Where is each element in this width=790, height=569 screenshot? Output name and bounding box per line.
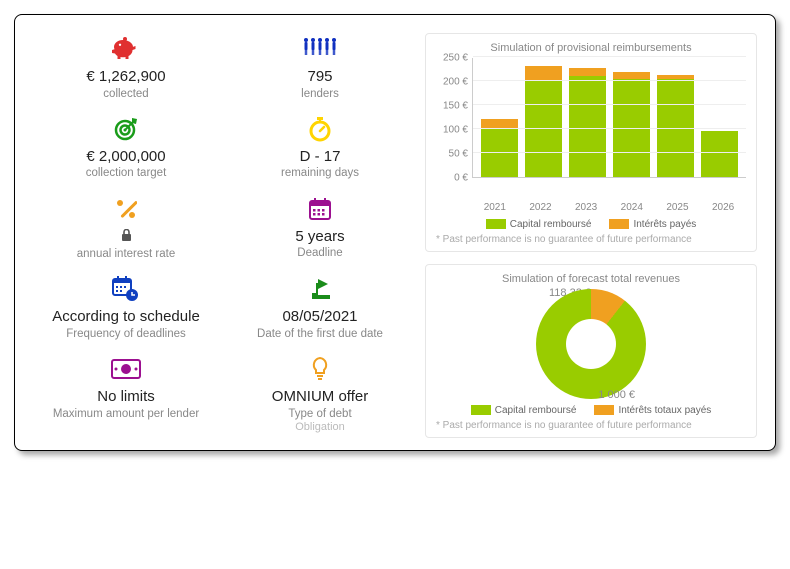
charts-column: Simulation of provisional reimbursements… <box>425 33 757 438</box>
donut-capital-label: 1 000 € <box>598 389 635 401</box>
bar-chart-title: Simulation of provisional reimbursements <box>436 42 746 54</box>
people-icon <box>303 35 337 63</box>
stopwatch-icon <box>308 115 332 143</box>
legend-item-capital: Capital remboursé <box>471 405 577 416</box>
flag-icon <box>308 275 332 303</box>
donut-wrap: 118,32 € 1 000 € <box>436 289 746 399</box>
stat-value: 5 years <box>295 229 344 246</box>
bars-container <box>473 58 746 177</box>
stat-value: € 2,000,000 <box>86 149 165 166</box>
donut-chart <box>536 289 646 399</box>
stat-value: No limits <box>97 389 155 406</box>
swatch-green <box>486 219 506 229</box>
legend-label: Capital remboursé <box>510 219 592 230</box>
bar-footnote: * Past performance is no guarantee of fu… <box>436 234 746 245</box>
legend-label: Capital remboursé <box>495 405 577 416</box>
stat-label: Deadline <box>297 247 342 259</box>
x-axis-labels: 202120222023202420252026 <box>472 202 746 213</box>
stat-label: Type of debt <box>288 408 351 420</box>
lightbulb-icon <box>311 355 329 383</box>
stat-label: remaining days <box>281 167 359 179</box>
stat-frequency: According to schedule Frequency of deadl… <box>33 273 219 345</box>
piggybank-icon <box>111 35 141 63</box>
calendar-icon <box>308 195 332 223</box>
swatch-orange <box>609 219 629 229</box>
swatch-green <box>471 405 491 415</box>
bar-chart-card: Simulation of provisional reimbursements… <box>425 33 757 252</box>
stat-label: Frequency of deadlines <box>66 328 186 340</box>
stat-value: According to schedule <box>52 309 200 326</box>
donut-chart-title: Simulation of forecast total revenues <box>436 273 746 285</box>
stat-value: D - 17 <box>300 149 341 166</box>
stat-label: lenders <box>301 88 339 100</box>
stats-grid: € 1,262,900 collected 795 lenders <box>33 33 413 438</box>
stat-value: € 1,262,900 <box>86 69 165 86</box>
stat-rate: annual interest rate <box>33 193 219 266</box>
stat-label: collected <box>103 88 148 100</box>
stat-label: Maximum amount per lender <box>53 408 199 420</box>
dashboard-frame: € 1,262,900 collected 795 lenders <box>14 14 776 451</box>
legend-label: Intérêts totaux payés <box>618 405 711 416</box>
stat-value: OMNIUM offer <box>272 389 368 406</box>
plot-area <box>472 58 746 178</box>
bar-legend: Capital remboursé Intérêts payés <box>436 219 746 230</box>
stat-value: 08/05/2021 <box>282 309 357 326</box>
bar-chart: 0 €50 €100 €150 €200 €250 € <box>436 58 746 198</box>
legend-label: Intérêts payés <box>633 219 696 230</box>
money-icon <box>111 355 141 383</box>
donut-chart-card: Simulation of forecast total revenues 11… <box>425 264 757 438</box>
swatch-orange <box>594 405 614 415</box>
stat-sublabel: Obligation <box>295 421 345 433</box>
target-icon <box>113 115 139 143</box>
stat-deadline: 5 years Deadline <box>227 193 413 266</box>
stat-value: 795 <box>307 69 332 86</box>
stat-lenders: 795 lenders <box>227 33 413 105</box>
stat-target: € 2,000,000 collection target <box>33 113 219 185</box>
stat-offer: OMNIUM offer Type of debt Obligation <box>227 353 413 438</box>
y-axis: 0 €50 €100 €150 €200 €250 € <box>436 58 472 178</box>
stat-collected: € 1,262,900 collected <box>33 33 219 105</box>
stat-maxamount: No limits Maximum amount per lender <box>33 353 219 438</box>
calendar-clock-icon <box>112 275 140 303</box>
lock-icon <box>121 229 132 247</box>
donut-legend: Capital remboursé Intérêts totaux payés <box>436 405 746 416</box>
stat-label: annual interest rate <box>77 248 175 260</box>
legend-item-interest: Intérêts totaux payés <box>594 405 711 416</box>
stat-label: Date of the first due date <box>257 328 383 340</box>
percent-icon <box>115 195 137 223</box>
stat-firstdue: 08/05/2021 Date of the first due date <box>227 273 413 345</box>
stat-remaining: D - 17 remaining days <box>227 113 413 185</box>
stat-label: collection target <box>86 167 167 179</box>
legend-item-interest: Intérêts payés <box>609 219 696 230</box>
donut-footnote: * Past performance is no guarantee of fu… <box>436 420 746 431</box>
legend-item-capital: Capital remboursé <box>486 219 592 230</box>
